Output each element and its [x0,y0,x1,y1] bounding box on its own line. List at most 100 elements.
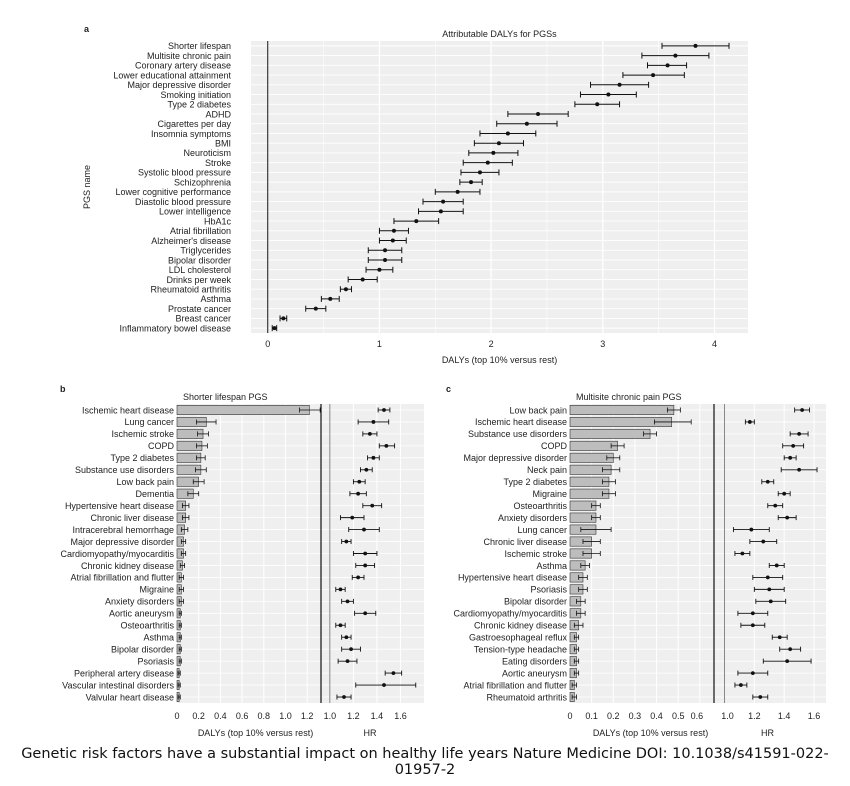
point-prostate-cancer [313,306,318,311]
y-tick-label-lung-cancer: Lung cancer [124,417,174,427]
point-breast-cancer [281,316,286,321]
hr-point-copd [791,443,796,448]
panel-b: b Shorter lifespan PGS Ischemic heart dise… [60,384,424,738]
daly-x-tick-label: 1.0 [279,711,292,721]
hr-point-type-2-diabetes [765,479,770,484]
hr-point-bipolar-disorder [768,599,773,604]
hr-point-aortic-aneurysm [750,671,755,675]
y-tick-label-low-back-pain: Low back pain [116,477,174,487]
hr-point-lung-cancer [371,420,376,424]
y-tick-label-inflammatory-bowel-disease: Inflammatory bowel disease [119,323,231,333]
chart-title-c: Multisite chronic pain PGS [576,392,682,402]
y-tick-label-dementia: Dementia [135,489,174,499]
y-tick-label-tension-type-headache: Tension-type headache [474,644,567,654]
y-tick-label-atrial-fibrillation-and-flutter: Atrial fibrillation and flutter [463,680,567,690]
hr-point-neck-pain [797,467,802,472]
y-tick-label-anxiety-disorders: Anxiety disorders [105,597,175,607]
y-tick-label-alzheimer-s-disease: Alzheimer's disease [151,236,231,246]
y-tick-label-hypertensive-heart-disease: Hypertensive heart disease [65,501,174,511]
hr-point-atrial-fibrillation-and-flutter [356,575,361,580]
y-tick-label-lung-cancer: Lung cancer [517,525,567,535]
y-tick-label-smoking-initiation: Smoking initiation [160,90,231,100]
point-lower-intelligence [438,209,443,214]
hr-point-lung-cancer [749,527,754,532]
x-tick-label: 0 [265,339,270,349]
y-tick-label-eating-disorders: Eating disorders [502,656,568,666]
point-type-2-diabetes [595,102,600,107]
y-tick-label-bipolar-disorder: Bipolar disorder [168,255,231,265]
hr-point-intracerebral-hemorrhage [362,527,366,532]
point-triglycerides [383,248,388,253]
y-tick-label-intracerebral-hemorrhage: Intracerebral hemorrhage [72,525,174,535]
point-ldl-cholesterol [377,267,382,272]
y-tick-label-anxiety-disorders: Anxiety disorders [498,513,568,523]
hr-x-tick-label: 1.0 [324,711,337,721]
point-systolic-blood-pressure [477,170,482,175]
hr-point-chronic-liver-disease [350,515,355,520]
x-tick-label: 1 [377,339,382,349]
y-tick-label-cardiomyopathy-myocarditis: Cardiomyopathy/myocarditis [453,609,567,619]
y-tick-label-valvular-heart-disease: Valvular heart disease [86,692,174,702]
point-alzheimer-s-disease [390,238,395,243]
figure-caption: Genetic risk factors have a substantial … [21,746,829,778]
y-tick-label-type-2-diabetes: Type 2 diabetes [110,453,174,463]
hr-point-aortic-aneurysm [363,611,368,616]
panel-label-c: c [446,384,451,394]
y-tick-label-major-depressive-disorder: Major depressive disorder [70,537,174,547]
chart-title-b: Shorter lifespan PGS [183,392,268,402]
daly-x-tick-label: 0.3 [629,711,642,721]
hr-x-tick-label: 1.2 [748,711,761,721]
y-tick-label-ischemic-heart-disease: Ischemic heart disease [82,405,174,415]
y-tick-label-insomnia-symptoms: Insomnia symptoms [151,129,232,139]
y-tick-label-chronic-kidney-disease: Chronic kidney disease [474,621,567,631]
hr-x-tick-label: 1.6 [808,711,821,721]
panel-a: a Attributable DALYs for PGSs Shorter life… [82,24,748,365]
y-tick-label-major-depressive-disorder: Major depressive disorder [463,453,567,463]
y-tick-label-lower-intelligence: Lower intelligence [159,207,231,217]
hr-x-tick-label: 1.4 [778,711,791,721]
hr-point-atrial-fibrillation-and-flutter [738,683,743,687]
y-tick-label-prostate-cancer: Prostate cancer [168,304,231,314]
chart-title-a: Attributable DALYs for PGSs [442,29,557,39]
y-tick-label-rheumatoid-arthritis: Rheumatoid arthritis [150,285,231,295]
y-tick-label-peripheral-artery-disease: Peripheral artery disease [74,668,174,678]
hr-point-anxiety-disorders [785,515,790,520]
hr-point-rheumatoid-arthritis [758,695,763,699]
y-tick-label-substance-use-disorders: Substance use disorders [468,429,568,439]
daly-x-tick-label: 0.2 [192,711,205,721]
hr-point-chronic-kidney-disease [750,623,755,628]
y-tick-label-cardiomyopathy-myocarditis: Cardiomyopathy/myocarditis [60,549,174,559]
y-tick-label-coronary-artery-disease: Coronary artery disease [135,61,231,71]
y-tick-label-migraine: Migraine [532,489,567,499]
hr-x-axis-label-b: HR [364,728,377,738]
hr-point-dementia [356,491,361,496]
point-coronary-artery-disease [665,63,670,68]
y-tick-label-schizophrenia: Schizophrenia [174,177,231,187]
hr-x-tick-label: 1.4 [371,711,384,721]
y-tick-label-triglycerides: Triglycerides [180,246,231,256]
hr-point-ischemic-heart-disease [382,408,386,412]
point-adhd [536,112,541,116]
x-tick-label: 4 [712,339,717,349]
y-tick-label-multisite-chronic-pain: Multisite chronic pain [147,51,231,61]
hr-point-ischemic-stroke [740,551,745,556]
y-tick-label-asthma: Asthma [200,294,231,304]
hr-x-tick-label: 1.6 [394,711,407,721]
hr-point-chronic-kidney-disease [363,563,368,568]
y-axis-label-a: PGS name [82,165,92,209]
point-bmi [496,141,501,146]
y-tick-label-hba1c: HbA1c [204,216,232,226]
hr-point-migraine [782,491,787,496]
y-tick-label-psoriasis: Psoriasis [137,656,174,666]
y-tick-label-stroke: Stroke [205,158,231,168]
daly-x-tick-label: 0.8 [258,711,271,721]
y-tick-label-copd: COPD [148,441,175,451]
y-tick-label-systolic-blood-pressure: Systolic blood pressure [138,168,231,178]
y-tick-label-chronic-liver-disease: Chronic liver disease [90,513,174,523]
x-axis-label-a: DALYs (top 10% versus rest) [442,355,557,365]
hr-point-asthma [344,635,349,640]
hr-point-low-back-pain [800,408,805,412]
daly-bar-copd [569,440,618,451]
point-diastolic-blood-pressure [441,199,446,204]
plot-area-a [251,41,748,333]
